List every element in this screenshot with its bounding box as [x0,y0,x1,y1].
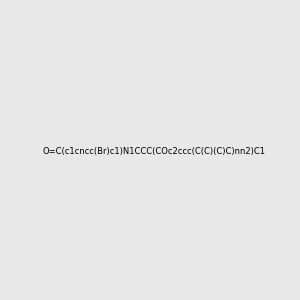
Text: O=C(c1cncc(Br)c1)N1CCC(COc2ccc(C(C)(C)C)nn2)C1: O=C(c1cncc(Br)c1)N1CCC(COc2ccc(C(C)(C)C)… [42,147,265,156]
